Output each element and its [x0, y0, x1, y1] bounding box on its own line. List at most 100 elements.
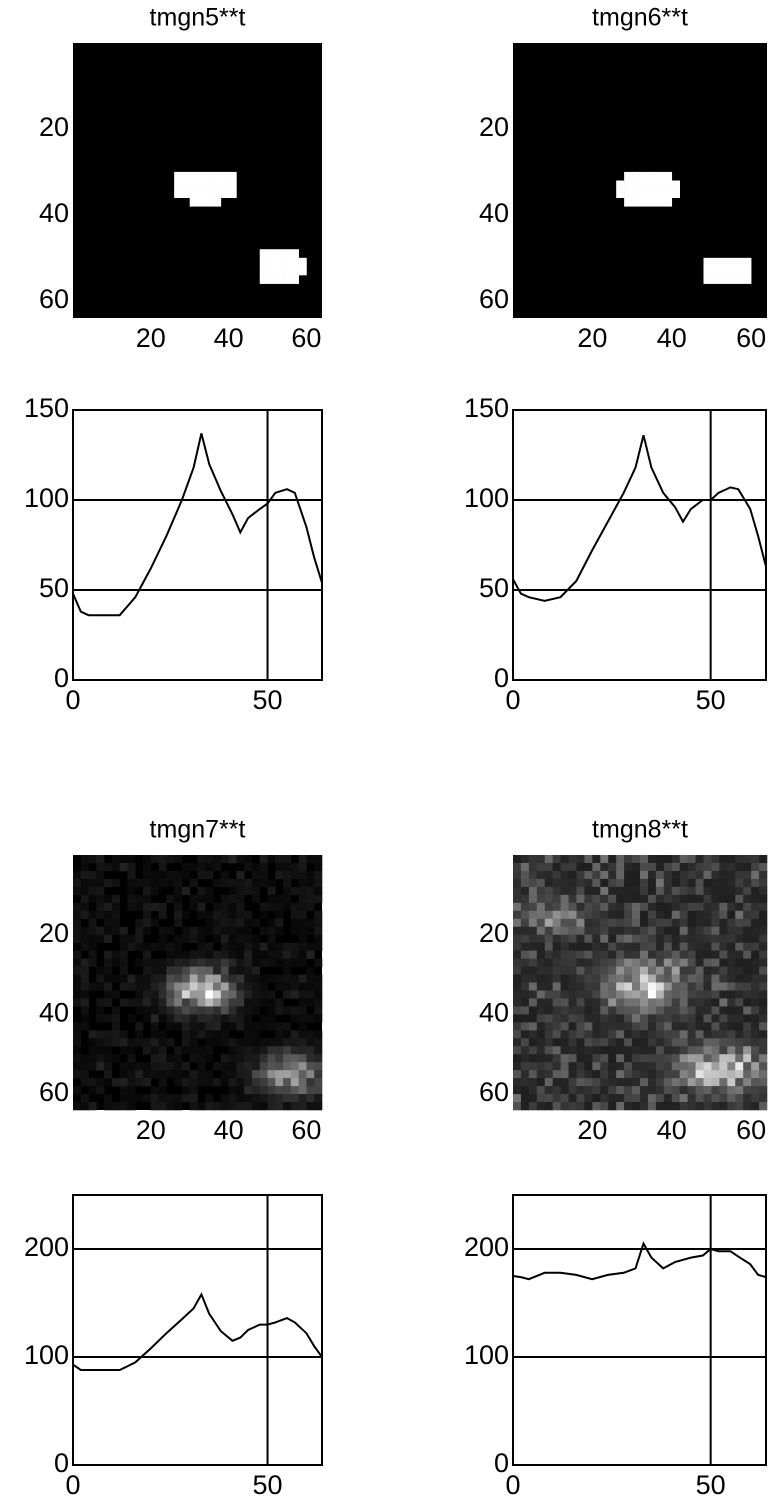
pixel [205, 1094, 214, 1103]
pixel [213, 990, 222, 999]
pixel [695, 870, 704, 880]
pixel [528, 1102, 538, 1111]
pixel [174, 958, 183, 967]
pixel [174, 1102, 183, 1111]
pixel [719, 990, 728, 999]
pixel [727, 1054, 736, 1063]
pixel [73, 870, 82, 880]
pixel [80, 855, 89, 864]
pixel [127, 855, 136, 864]
pixel [205, 1022, 214, 1031]
pixel [663, 998, 673, 1007]
pixel [205, 1078, 214, 1087]
pixel [104, 902, 113, 912]
pixel [528, 1022, 538, 1031]
pixel [528, 958, 538, 967]
pixel [528, 942, 538, 951]
pixel [96, 1062, 105, 1071]
pixel [735, 1054, 744, 1063]
pixel [536, 1030, 546, 1039]
pixel [703, 902, 712, 912]
pixel [679, 1054, 688, 1063]
pixel [703, 1014, 712, 1023]
pixel [552, 862, 561, 872]
pixel [719, 910, 728, 920]
pixel [290, 1070, 299, 1079]
pixel [283, 275, 292, 284]
pixel [703, 870, 712, 880]
pixel [655, 998, 665, 1007]
pixel [267, 1046, 276, 1055]
pixel [104, 1078, 113, 1087]
pixel [283, 257, 292, 267]
pixel [127, 862, 136, 872]
pixel [751, 1102, 760, 1111]
pixel [719, 886, 728, 896]
pixel [624, 1094, 633, 1103]
pixel [119, 982, 128, 991]
pixel [158, 958, 167, 967]
pixel [283, 1006, 292, 1015]
pixel [727, 1086, 736, 1095]
pixel [520, 1078, 530, 1087]
pixel [267, 257, 276, 267]
pixel [632, 870, 641, 880]
pixel [119, 855, 128, 864]
pixel [584, 990, 593, 999]
y-tick-label: 200 [464, 1232, 509, 1262]
pixel [158, 1070, 167, 1079]
pixel [283, 958, 292, 967]
pixel [584, 918, 593, 928]
pixel [119, 966, 128, 975]
pixel [624, 918, 633, 928]
pixel [127, 1078, 136, 1087]
pixel [536, 870, 546, 880]
pixel [552, 966, 561, 975]
pixel [314, 855, 323, 864]
pixel [205, 990, 214, 999]
pixel [513, 934, 522, 943]
pixel [663, 1014, 673, 1023]
pixel [213, 197, 222, 207]
pixel [520, 1038, 530, 1047]
panel-title: tmgn6**t [592, 4, 688, 32]
pixel [663, 862, 673, 872]
pixel [150, 886, 159, 896]
pixel [104, 1030, 113, 1039]
pixel [73, 1030, 82, 1039]
pixel [104, 950, 113, 959]
pixel [528, 910, 538, 920]
pixel [197, 862, 206, 872]
pixel [205, 894, 214, 904]
pixel [655, 958, 665, 967]
pixel [695, 1102, 704, 1111]
pixel [687, 934, 696, 943]
pixel [513, 1006, 522, 1015]
pixel [513, 1078, 522, 1087]
pixel [751, 974, 760, 983]
pixel [528, 918, 538, 928]
pixel [197, 974, 206, 983]
pixel [181, 1094, 191, 1103]
pixel [197, 171, 206, 181]
x-tick-label: 60 [736, 1115, 766, 1145]
pixel [150, 958, 159, 967]
pixel [236, 1070, 245, 1079]
pixel [283, 878, 292, 888]
pixel [73, 990, 82, 999]
pixel [220, 1022, 229, 1031]
pixel [751, 942, 760, 951]
pixel [608, 998, 617, 1007]
pixel [679, 1086, 688, 1095]
pixel [655, 1054, 665, 1063]
pixel [552, 902, 561, 912]
pixel [158, 1038, 167, 1047]
pixel [711, 1038, 720, 1047]
pixel [73, 1022, 82, 1031]
pixel [150, 990, 159, 999]
pixel [616, 966, 625, 975]
y-tick-label: 60 [479, 1077, 509, 1107]
pixel [671, 886, 680, 896]
pixel [213, 855, 222, 864]
pixel [759, 1006, 768, 1015]
